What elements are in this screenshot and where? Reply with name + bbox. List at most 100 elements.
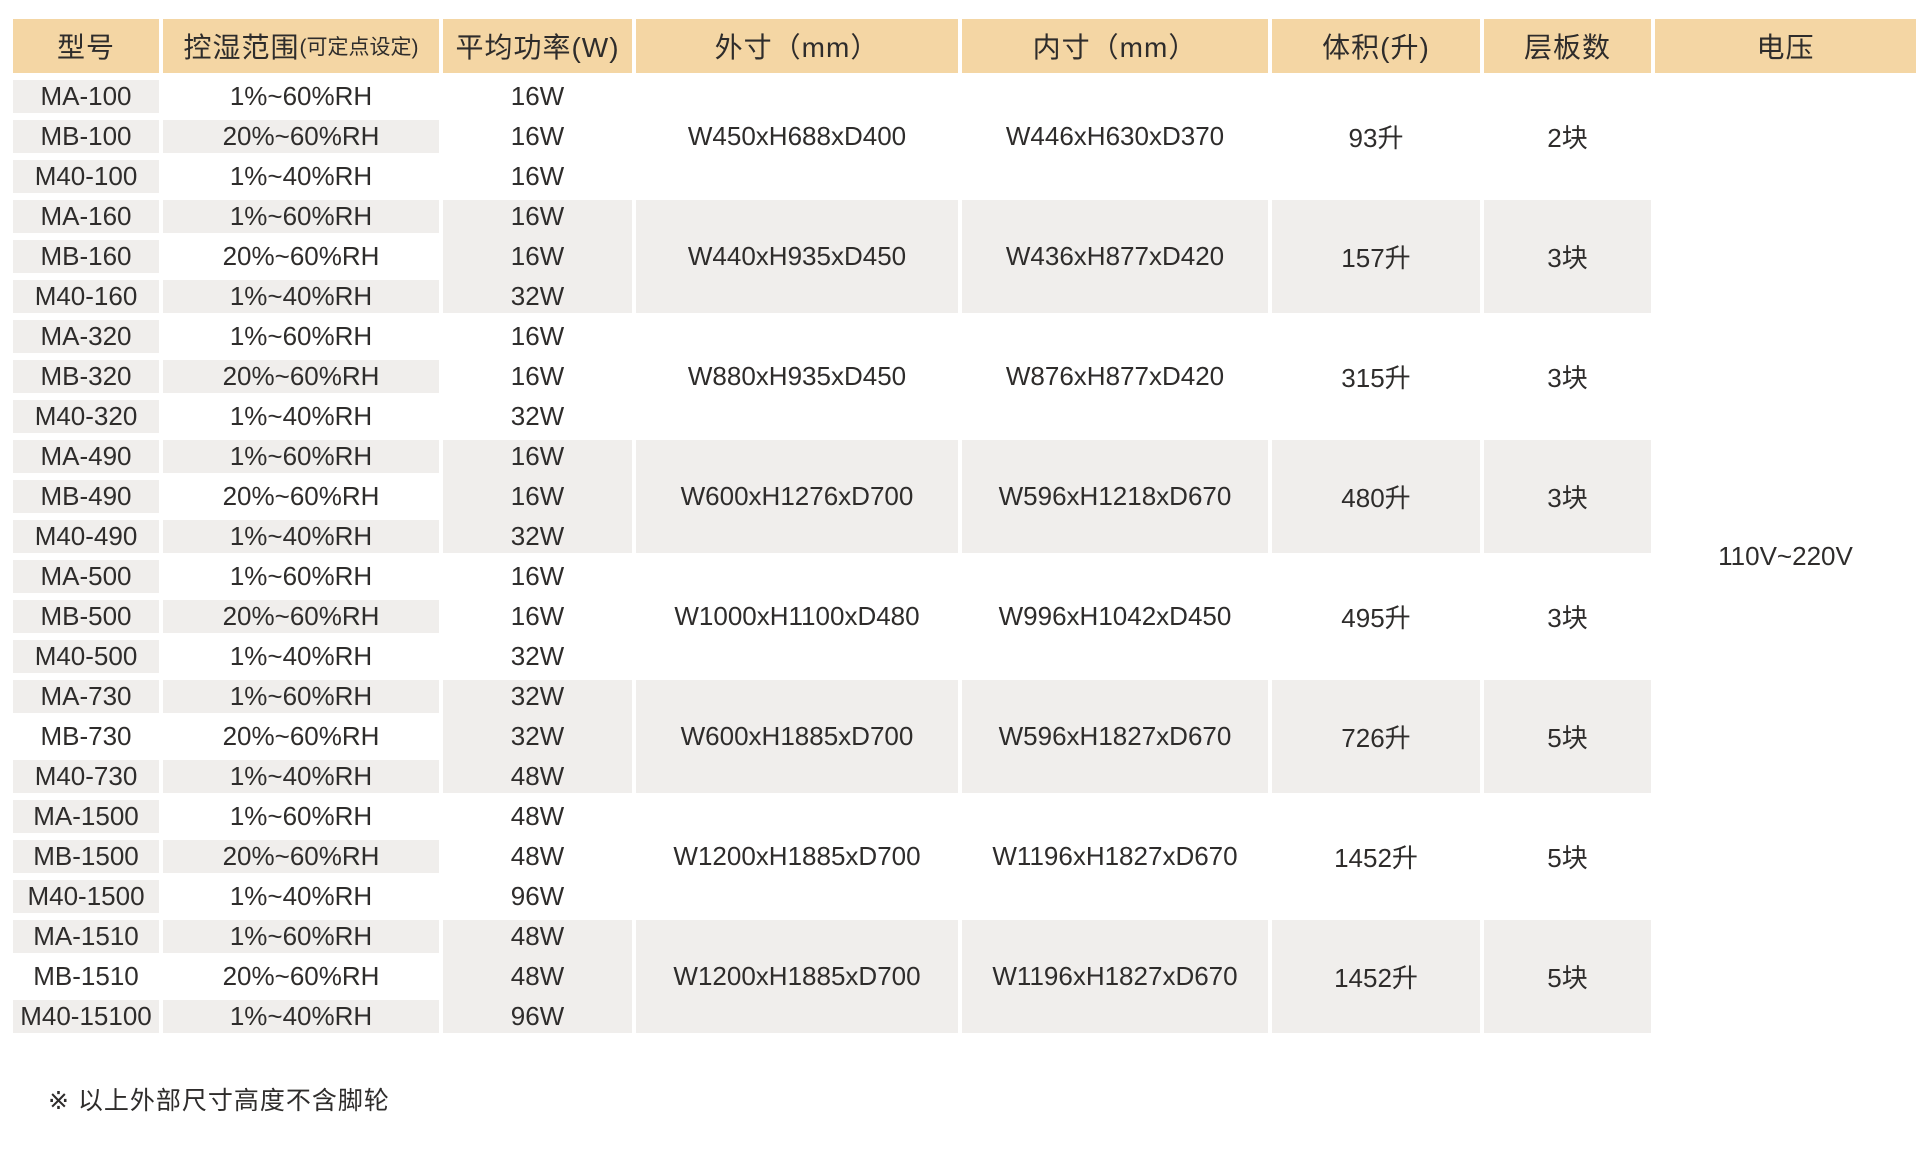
- humidity-range-cell: 1%~60%RH: [163, 800, 439, 833]
- shelf-count-cell: 3块: [1484, 440, 1651, 553]
- power-cell: 16W: [510, 161, 565, 191]
- model-cell: MA-100: [13, 80, 159, 113]
- model-cell: M40-1500: [13, 880, 159, 913]
- volume-cell: 1452升: [1272, 920, 1480, 1033]
- humidity-range-cell: 20%~60%RH: [163, 720, 439, 753]
- outer-dim-cell: W600xH1276xD700: [636, 440, 958, 553]
- power-cell: 48W: [510, 961, 565, 991]
- header-voltage: 电压: [1655, 19, 1916, 73]
- outer-dim-cell: W440xH935xD450: [636, 200, 958, 313]
- shelf-count-cell: 3块: [1484, 200, 1651, 313]
- power-group: 48W 48W 96W: [443, 800, 632, 913]
- header-inner-dim: 内寸（mm）: [962, 19, 1268, 73]
- column-avg-power: 平均功率(W) 16W 16W 16W 16W 16W 32W 16W 16W …: [443, 19, 632, 1033]
- power-cell: 32W: [510, 281, 565, 311]
- model-cell: M40-490: [13, 520, 159, 553]
- power-group: 16W 16W 32W: [443, 320, 632, 433]
- volume-cell: 93升: [1272, 80, 1480, 193]
- power-cell: 16W: [510, 481, 565, 511]
- power-cell: 16W: [510, 81, 565, 111]
- model-cell: M40-15100: [13, 1000, 159, 1033]
- inner-dim-cell: W1196xH1827xD670: [962, 800, 1268, 913]
- inner-dim-cell: W996xH1042xD450: [962, 560, 1268, 673]
- outer-dim-cell: W880xH935xD450: [636, 320, 958, 433]
- humidity-range-cell: 20%~60%RH: [163, 120, 439, 153]
- model-cell: M40-160: [13, 280, 159, 313]
- model-cell: MA-1510: [13, 920, 159, 953]
- model-cell: MA-490: [13, 440, 159, 473]
- outer-dim-cell: W450xH688xD400: [636, 80, 958, 193]
- humidity-range-cell: 20%~60%RH: [163, 240, 439, 273]
- model-cell: MA-1500: [13, 800, 159, 833]
- power-group: 16W 16W 32W: [443, 560, 632, 673]
- inner-dim-cell: W596xH1827xD670: [962, 680, 1268, 793]
- inner-dim-cell: W596xH1218xD670: [962, 440, 1268, 553]
- model-cell: MB-730: [13, 720, 159, 753]
- power-group: 16W 16W 16W: [443, 80, 632, 193]
- power-cell: 32W: [510, 641, 565, 671]
- outer-dim-cell: W600xH1885xD700: [636, 680, 958, 793]
- outer-dim-cell: W1200xH1885xD700: [636, 920, 958, 1033]
- power-group: 16W 16W 32W: [443, 440, 632, 553]
- inner-dim-cell: W446xH630xD370: [962, 80, 1268, 193]
- header-volume: 体积(升): [1272, 19, 1480, 73]
- outer-dim-cell: W1000xH1100xD480: [636, 560, 958, 673]
- humidity-range-cell: 20%~60%RH: [163, 960, 439, 993]
- power-cell: 32W: [510, 521, 565, 551]
- humidity-range-cell: 1%~40%RH: [163, 400, 439, 433]
- shelf-count-cell: 5块: [1484, 800, 1651, 913]
- humidity-range-cell: 20%~60%RH: [163, 840, 439, 873]
- model-cell: MA-500: [13, 560, 159, 593]
- power-cell: 16W: [510, 321, 565, 351]
- header-avg-power: 平均功率(W): [443, 19, 632, 73]
- power-cell: 32W: [510, 681, 565, 711]
- shelf-count-cell: 2块: [1484, 80, 1651, 193]
- humidity-range-cell: 1%~40%RH: [163, 640, 439, 673]
- shelf-count-cell: 3块: [1484, 320, 1651, 433]
- header-shelf-count: 层板数: [1484, 19, 1651, 73]
- model-cell: MB-100: [13, 120, 159, 153]
- model-cell: MA-320: [13, 320, 159, 353]
- humidity-range-cell: 1%~60%RH: [163, 80, 439, 113]
- power-cell: 96W: [510, 881, 565, 911]
- model-cell: M40-500: [13, 640, 159, 673]
- humidity-range-cell: 20%~60%RH: [163, 600, 439, 633]
- volume-cell: 315升: [1272, 320, 1480, 433]
- humidity-range-cell: 1%~40%RH: [163, 760, 439, 793]
- power-cell: 32W: [510, 401, 565, 431]
- model-cell: MA-730: [13, 680, 159, 713]
- power-cell: 48W: [510, 921, 565, 951]
- power-cell: 16W: [510, 601, 565, 631]
- spec-table: 型号 MA-100 MB-100 M40-100 MA-160 MB-160 M…: [13, 19, 1920, 1033]
- model-cell: M40-730: [13, 760, 159, 793]
- humidity-range-cell: 1%~60%RH: [163, 920, 439, 953]
- model-cell: M40-320: [13, 400, 159, 433]
- volume-cell: 480升: [1272, 440, 1480, 553]
- shelf-count-cell: 5块: [1484, 920, 1651, 1033]
- humidity-range-cell: 1%~40%RH: [163, 280, 439, 313]
- inner-dim-cell: W436xH877xD420: [962, 200, 1268, 313]
- power-group: 16W 16W 32W: [443, 200, 632, 313]
- power-cell: 32W: [510, 721, 565, 751]
- model-cell: MB-500: [13, 600, 159, 633]
- column-outer-dim: 外寸（mm） W450xH688xD400 W440xH935xD450 W88…: [636, 19, 958, 1033]
- column-shelf-count: 层板数 2块 3块 3块 3块 3块 5块 5块 5块: [1484, 19, 1651, 1033]
- shelf-count-cell: 3块: [1484, 560, 1651, 673]
- voltage-cell: 110V~220V: [1655, 80, 1916, 1033]
- model-cell: MB-1500: [13, 840, 159, 873]
- power-cell: 16W: [510, 561, 565, 591]
- volume-cell: 1452升: [1272, 800, 1480, 913]
- humidity-range-cell: 1%~60%RH: [163, 320, 439, 353]
- model-cell: MB-1510: [13, 960, 159, 993]
- header-model: 型号: [13, 19, 159, 73]
- power-cell: 96W: [510, 1001, 565, 1031]
- header-humidity-range-note: (可定点设定): [299, 36, 419, 59]
- power-cell: 48W: [510, 841, 565, 871]
- header-outer-dim: 外寸（mm）: [636, 19, 958, 73]
- power-group: 48W 48W 96W: [443, 920, 632, 1033]
- column-model: 型号 MA-100 MB-100 M40-100 MA-160 MB-160 M…: [13, 19, 159, 1033]
- power-group: 32W 32W 48W: [443, 680, 632, 793]
- humidity-range-cell: 1%~60%RH: [163, 680, 439, 713]
- humidity-range-cell: 20%~60%RH: [163, 360, 439, 393]
- model-cell: MB-160: [13, 240, 159, 273]
